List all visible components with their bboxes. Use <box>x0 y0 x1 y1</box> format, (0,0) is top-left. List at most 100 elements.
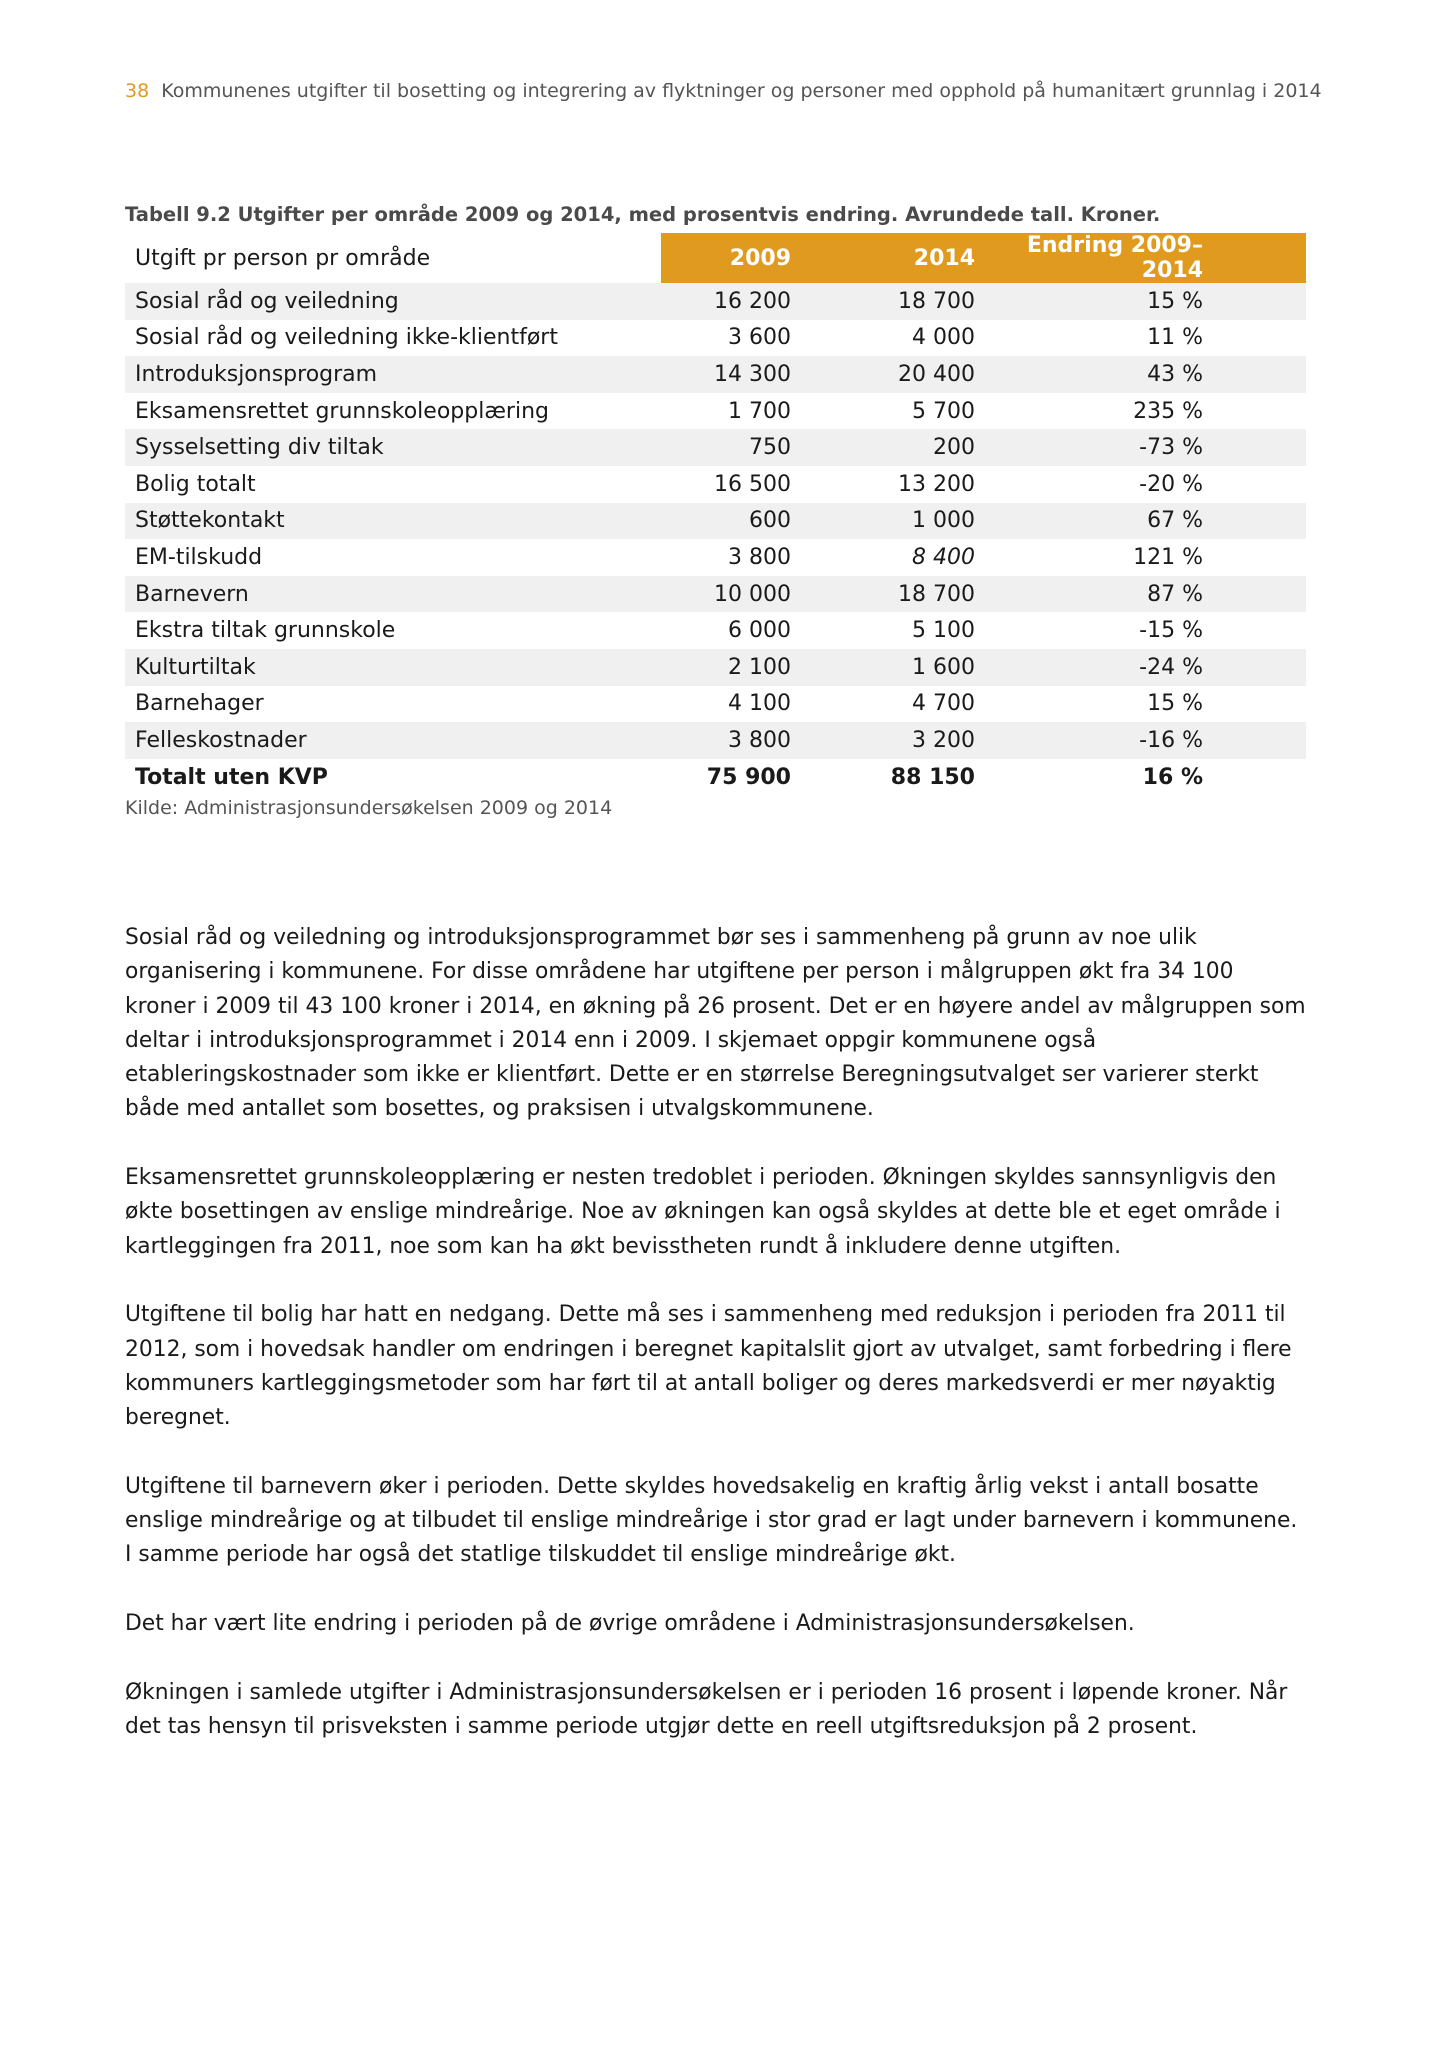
cell-change: 67 % <box>975 502 1203 540</box>
table-caption: Tabell 9.2 Utgifter per område 2009 og 2… <box>125 203 1161 226</box>
cell-2009: 1 700 <box>728 398 791 424</box>
cell-area: Felleskostnader <box>125 722 661 759</box>
paragraph: Utgiftene til bolig har hatt en nedgang.… <box>125 1302 1292 1431</box>
cell-spacer <box>1203 283 1306 320</box>
cell-spacer <box>1203 575 1306 613</box>
paragraph: Sosial råd og veiledning og introduksjon… <box>125 925 1306 1122</box>
page-number: 38 <box>125 80 150 102</box>
cell-2009: 16 200 <box>661 283 791 320</box>
column-header-area: Utgift pr person pr område <box>135 245 431 271</box>
cell-change: -20 % <box>1139 471 1203 497</box>
cell-2014: 5 100 <box>912 618 975 644</box>
cell-2014: 3 200 <box>791 722 975 759</box>
cell-spacer <box>1203 393 1306 430</box>
expenses-table: Utgift pr person pr område 2009 2014 End… <box>125 233 1306 795</box>
cell-2009: 600 <box>661 502 791 540</box>
cell-change: 11 % <box>1147 325 1203 351</box>
cell-2009: 6 000 <box>728 618 791 644</box>
table-row: Sosial råd og veiledning 16 200 18 700 15 % <box>125 283 1306 320</box>
cell-spacer <box>1203 466 1306 503</box>
cell-2009: 75 900 <box>706 764 791 790</box>
cell-2009: 3 800 <box>728 544 791 570</box>
cell-spacer <box>1203 539 1306 576</box>
paragraph: Det har vært lite endring i perioden på … <box>125 1610 1135 1636</box>
cell-2009: 3 800 <box>661 722 791 759</box>
cell-area: Sysselsetting div tiltak <box>125 429 661 466</box>
cell-change: 87 % <box>975 575 1203 613</box>
column-header-change: Endring 2009–2014 <box>975 233 1203 283</box>
cell-spacer <box>1203 612 1306 649</box>
body-text: Sosial råd og veiledning og introduksjon… <box>125 921 1310 1778</box>
running-header: 38 Kommunenes utgifter til bosetting og i… <box>125 80 1322 102</box>
column-header-spacer <box>1203 233 1306 283</box>
cell-area: Ekstra tiltak grunnskole <box>135 618 396 644</box>
cell-2014: 4 000 <box>912 325 975 351</box>
cell-2009: 10 000 <box>661 575 791 613</box>
table-row: Felleskostnader 3 800 3 200 -16 % <box>125 722 1306 759</box>
cell-area: Sosial råd og veiledning <box>125 283 661 320</box>
table-row: Barnevern 10 000 18 700 87 % <box>125 575 1306 613</box>
cell-2014: 18 700 <box>791 283 975 320</box>
table-row: Ekstra tiltak grunnskole 6 000 5 100 -15 % <box>125 612 1306 649</box>
cell-change: -15 % <box>1139 618 1203 644</box>
cell-area: Totalt uten KVP <box>135 764 328 790</box>
cell-2009: 750 <box>661 429 791 466</box>
cell-change: 15 % <box>975 283 1203 320</box>
cell-2009: 3 600 <box>728 325 791 351</box>
cell-change: 15 % <box>1147 691 1203 717</box>
cell-change: -16 % <box>975 722 1203 759</box>
cell-2009: 2 100 <box>661 648 791 686</box>
cell-2014: 1 000 <box>791 502 975 540</box>
table-row: Sysselsetting div tiltak 750 200 -73 % <box>125 429 1306 466</box>
paragraph: Utgiftene til barnevern øker i perioden.… <box>125 1473 1298 1568</box>
cell-2009: 16 500 <box>714 471 791 497</box>
cell-spacer <box>1203 356 1306 393</box>
cell-area: Barnevern <box>125 575 661 613</box>
cell-area: EM-tilskudd <box>135 544 263 570</box>
table-source: Kilde: Administrasjonsundersøkelsen 2009… <box>125 797 613 819</box>
table-header-row: Utgift pr person pr område 2009 2014 End… <box>125 233 1306 283</box>
paragraph: Eksamensrettet grunnskoleopplæring er ne… <box>125 1165 1281 1259</box>
cell-area: Støttekontakt <box>125 502 661 540</box>
cell-change: 121 % <box>1133 544 1203 570</box>
cell-area: Bolig totalt <box>135 471 256 497</box>
table-row: EM-tilskudd 3 800 8 400 121 % <box>125 539 1306 576</box>
cell-area: Introduksjonsprogram <box>125 356 661 393</box>
cell-2009: 4 100 <box>728 691 791 717</box>
cell-spacer <box>1203 648 1306 686</box>
cell-2014: 5 700 <box>912 398 975 424</box>
cell-2014: 13 200 <box>898 471 975 497</box>
cell-change: 43 % <box>975 356 1203 393</box>
cell-spacer <box>1203 722 1306 759</box>
cell-2014: 200 <box>791 429 975 466</box>
cell-area: Barnehager <box>135 691 264 717</box>
table-row: Støttekontakt 600 1 000 67 % <box>125 502 1306 540</box>
table-row: Kulturtiltak 2 100 1 600 -24 % <box>125 648 1306 686</box>
cell-area: Eksamensrettet grunnskoleopplæring <box>135 398 549 424</box>
table-row: Introduksjonsprogram 14 300 20 400 43 % <box>125 356 1306 393</box>
cell-2014: 1 600 <box>791 648 975 686</box>
cell-change: -73 % <box>975 429 1203 466</box>
paragraph: Økningen i samlede utgifter i Administra… <box>125 1679 1288 1739</box>
table-row: Eksamensrettet grunnskoleopplæring 1 700 5… <box>125 393 1306 430</box>
cell-area: Sosial råd og veiledning ikke-klientført <box>135 325 558 351</box>
cell-change: 235 % <box>1133 398 1203 424</box>
table-row: Bolig totalt 16 500 13 200 -20 % <box>125 466 1306 503</box>
cell-area: Kulturtiltak <box>125 648 661 686</box>
cell-change: -24 % <box>975 648 1203 686</box>
header-title: Kommunenes utgifter til bosetting og int… <box>161 80 1322 102</box>
cell-2014: 88 150 <box>890 764 975 790</box>
table-row: Sosial råd og veiledning ikke-klientført… <box>125 320 1306 357</box>
cell-2014: 20 400 <box>791 356 975 393</box>
table-total-row: Totalt uten KVP 75 900 88 150 16 % <box>125 759 1306 796</box>
cell-spacer <box>1203 320 1306 357</box>
cell-2014: 8 400 <box>912 544 975 570</box>
cell-spacer <box>1203 759 1306 796</box>
cell-2009: 14 300 <box>661 356 791 393</box>
cell-spacer <box>1203 686 1306 723</box>
cell-change: 16 % <box>1142 764 1203 790</box>
cell-spacer <box>1203 429 1306 466</box>
column-header-2009: 2009 <box>661 233 791 283</box>
column-header-2014: 2014 <box>791 233 975 283</box>
table-row: Barnehager 4 100 4 700 15 % <box>125 686 1306 723</box>
